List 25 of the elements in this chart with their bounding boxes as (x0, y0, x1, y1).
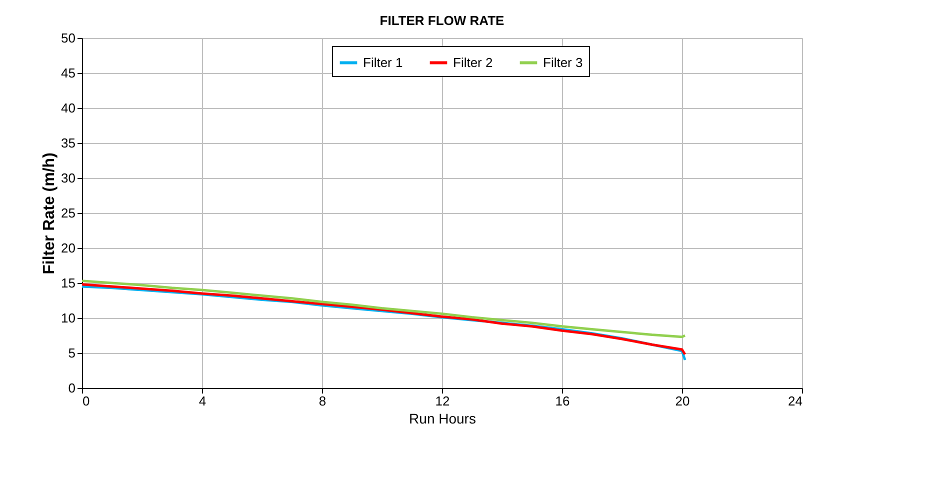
y-tick-label: 35 (61, 136, 76, 150)
y-tick-label: 50 (61, 30, 76, 46)
y-tick-label: 20 (61, 240, 76, 256)
x-tick-label: 16 (555, 394, 570, 408)
y-tick-label: 5 (68, 346, 76, 360)
y-tick-label: 25 (61, 206, 76, 220)
chart-title: FILTER FLOW RATE (380, 13, 505, 28)
x-tick-label: 8 (318, 394, 326, 408)
y-tick-label: 45 (61, 66, 76, 80)
y-tick-label: 15 (61, 276, 76, 290)
y-tick-label: 40 (61, 100, 76, 116)
x-tick-label: 4 (198, 394, 206, 408)
y-tick-label: 10 (61, 310, 76, 326)
line-series (80, 280, 686, 338)
x-axis-title: Run Hours (409, 410, 476, 426)
x-tick-label: 12 (435, 394, 450, 408)
y-tick-label: 30 (61, 170, 76, 186)
x-tick-label: 20 (675, 394, 690, 408)
y-axis-title: Filter Rate (m/h) (41, 152, 58, 274)
x-tick-label: 0 (82, 394, 90, 408)
legend-label: Filter 3 (543, 54, 583, 70)
x-tick-label: 24 (788, 394, 802, 408)
legend-label: Filter 1 (363, 54, 403, 70)
legend-label: Filter 2 (453, 54, 493, 70)
y-tick-label: 0 (68, 380, 76, 396)
